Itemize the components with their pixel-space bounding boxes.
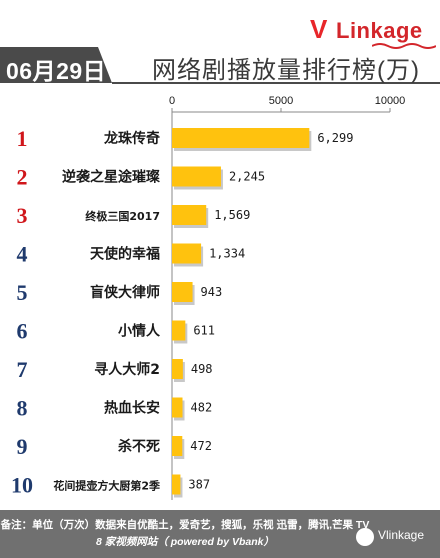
rank-number: 6 [17, 319, 28, 344]
date-tab: 06月29日 [0, 47, 112, 84]
watermark-text: Vlinkage [378, 528, 425, 542]
date-tab-shape [0, 47, 112, 83]
bar [172, 128, 310, 148]
value-label: 6,299 [317, 131, 353, 145]
drama-name: 热血长安 [104, 400, 160, 417]
drama-name: 花间提壶方大厨第2季 [53, 479, 161, 493]
bar [172, 166, 221, 187]
value-label: 611 [193, 324, 215, 338]
logo-wave-icon [372, 43, 436, 49]
rank-number: 4 [17, 242, 28, 267]
footer-note-line2: 8 家视频网站（ powered by Vbank） [96, 536, 274, 548]
value-label: 2,245 [229, 170, 265, 184]
wechat-icon [356, 528, 374, 546]
chart-title: 网络剧播放量排行榜(万) [152, 57, 420, 84]
rank-number: 7 [17, 357, 28, 382]
drama-name: 杀不死 [118, 438, 160, 455]
bar-chart: 0 5000 10000 1 龙珠传奇 6,299 2 逆袭之星途璀璨 2,245 3 终极三国20… [11, 95, 406, 500]
footer-note-line1: 备注：单位（万次）数据来自优酷土，爱奇艺，搜狐，乐视 迅雷，腾讯,芒果 TV [0, 519, 370, 531]
rank-number: 2 [17, 165, 28, 190]
rank-number: 5 [17, 280, 28, 305]
x-tick-label: 10000 [375, 95, 406, 107]
drama-name: 终极三国2017 [85, 209, 160, 223]
bar [172, 282, 193, 302]
bar [172, 359, 183, 379]
bar [172, 436, 183, 456]
vlinkage-logo: V Linkage [310, 12, 436, 52]
drama-name: 盲侠大律师 [90, 284, 160, 301]
logo-wordmark: Linkage [336, 18, 423, 43]
x-tick-label: 0 [169, 95, 175, 107]
bar [172, 205, 207, 225]
drama-name: 天使的幸福 [90, 246, 160, 263]
rank-number: 8 [17, 396, 28, 421]
x-tick-label: 5000 [269, 95, 293, 107]
value-label: 387 [188, 478, 210, 492]
bar [172, 320, 186, 341]
drama-name: 逆袭之星途璀璨 [62, 169, 161, 186]
drama-name: 寻人大师2 [94, 361, 160, 378]
rank-number: 3 [17, 203, 28, 228]
rank-number: 10 [11, 473, 33, 498]
value-label: 472 [190, 439, 212, 453]
bar [172, 397, 183, 418]
drama-name: 龙珠传奇 [103, 130, 160, 147]
rank-number: 1 [17, 126, 28, 151]
drama-name: 小情人 [118, 323, 161, 340]
value-label: 482 [191, 401, 213, 415]
value-label: 498 [191, 362, 213, 376]
date-label: 06月29日 [6, 58, 107, 84]
rank-number: 9 [17, 434, 28, 459]
watermark: Vlinkage [356, 526, 436, 548]
header-divider [112, 82, 440, 84]
bar [172, 243, 202, 264]
logo-v-letter: V [310, 14, 328, 44]
value-label: 1,569 [214, 208, 250, 222]
bar [172, 474, 181, 495]
value-label: 1,334 [209, 247, 245, 261]
value-label: 943 [201, 285, 223, 299]
